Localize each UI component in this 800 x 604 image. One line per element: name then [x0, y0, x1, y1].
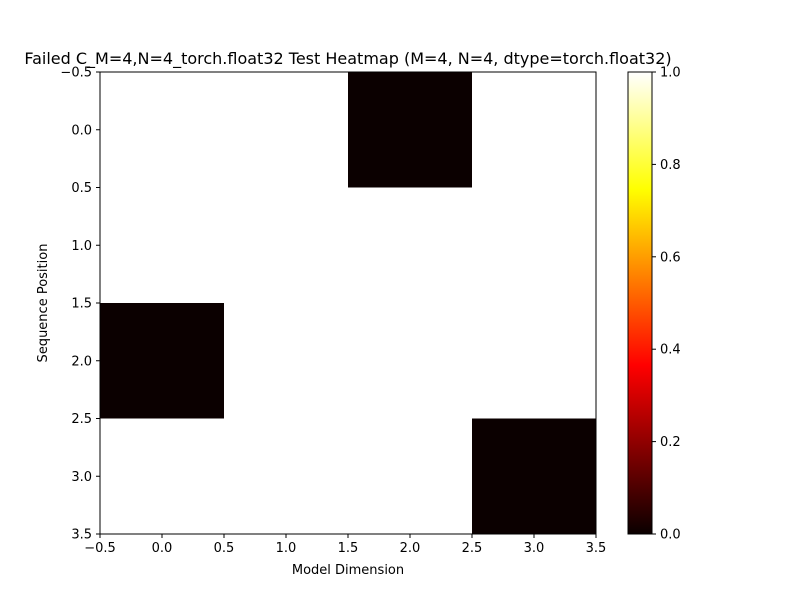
- heatmap-cells: [100, 72, 596, 534]
- y-tick-label: 3.0: [71, 470, 92, 485]
- x-tick-label: 1.5: [338, 541, 359, 556]
- chart-title: Failed C_M=4,N=4_torch.float32 Test Heat…: [24, 49, 671, 69]
- y-tick-label: −0.5: [60, 66, 92, 81]
- heatmap-cell: [100, 418, 224, 534]
- x-tick-label: 0.5: [214, 541, 235, 556]
- heatmap-cell: [224, 303, 348, 419]
- y-tick-label: 3.5: [71, 528, 92, 543]
- heatmap-cell: [472, 418, 596, 534]
- colorbar-tick-label: 0.6: [660, 250, 681, 265]
- colorbar-tick-label: 0.8: [660, 158, 681, 173]
- x-axis-ticks: −0.5 0.0 0.5 1.0 1.5 2.0 2.5 3.0 3.5: [84, 534, 606, 556]
- x-tick-label: 3.0: [524, 541, 545, 556]
- heatmap-cell: [224, 72, 348, 188]
- heatmap-cell: [472, 303, 596, 419]
- x-tick-label: −0.5: [84, 541, 116, 556]
- heatmap-cell: [472, 72, 596, 188]
- heatmap-cell: [348, 303, 472, 419]
- colorbar: [627, 71, 653, 535]
- y-axis-label: Sequence Position: [36, 244, 51, 363]
- heatmap-cell: [224, 418, 348, 534]
- y-tick-label: 2.5: [71, 412, 92, 427]
- heatmap-cell: [348, 187, 472, 303]
- y-tick-label: 2.0: [71, 354, 92, 369]
- heatmap-cell: [472, 187, 596, 303]
- y-tick-label: 1.0: [71, 239, 92, 254]
- x-tick-label: 2.5: [462, 541, 483, 556]
- y-axis-ticks: −0.5 0.0 0.5 1.0 1.5 2.0 2.5 3.0 3.5: [60, 66, 100, 543]
- y-tick-label: 1.5: [71, 297, 92, 312]
- colorbar-tick-label: 0.0: [660, 528, 681, 543]
- heatmap-cell: [224, 187, 348, 303]
- heatmap-cell: [100, 187, 224, 303]
- x-tick-label: 1.0: [276, 541, 297, 556]
- x-tick-label: 2.0: [400, 541, 421, 556]
- x-tick-label: 3.5: [586, 541, 607, 556]
- y-tick-label: 0.0: [71, 123, 92, 138]
- colorbar-ticks: 0.0 0.2 0.4 0.6 0.8 1.0: [652, 66, 681, 543]
- colorbar-tick-label: 1.0: [660, 66, 681, 81]
- colorbar-tick-label: 0.4: [660, 343, 681, 358]
- x-tick-label: 0.0: [152, 541, 173, 556]
- y-tick-label: 0.5: [71, 181, 92, 196]
- heatmap-cell: [100, 72, 224, 188]
- heatmap-cell: [348, 418, 472, 534]
- x-axis-label: Model Dimension: [292, 563, 404, 578]
- heatmap-cell: [100, 303, 224, 419]
- heatmap-cell: [348, 72, 472, 188]
- colorbar-tick-label: 0.2: [660, 435, 681, 450]
